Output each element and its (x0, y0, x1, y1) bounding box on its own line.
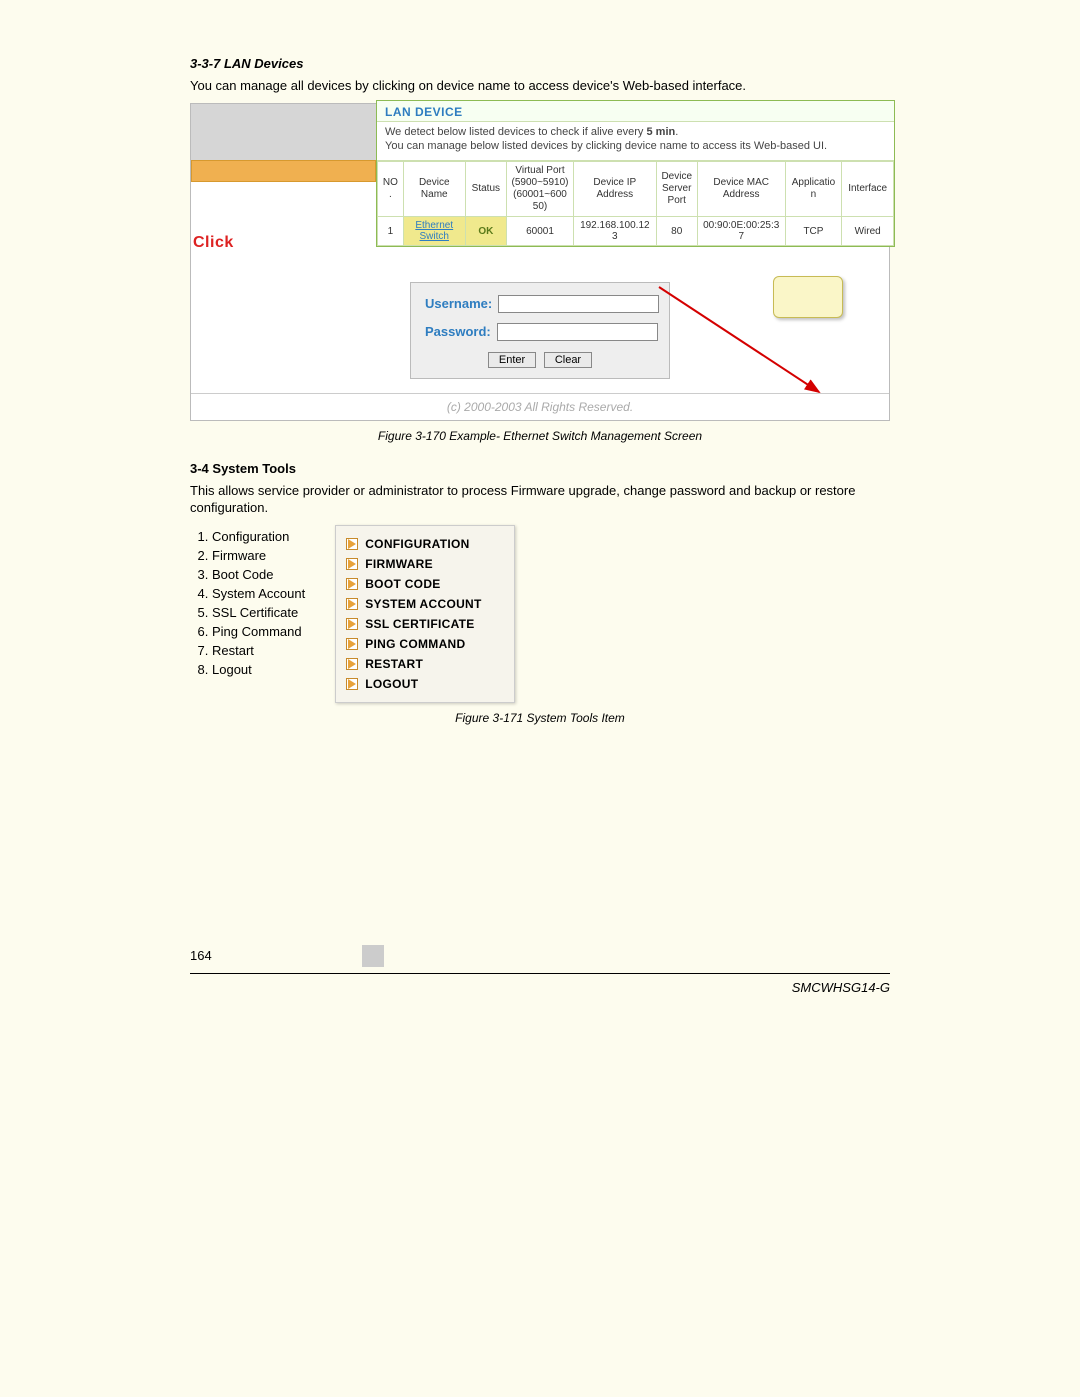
table-header-cell: Application (785, 162, 842, 217)
menu-item[interactable]: PING COMMAND (346, 634, 504, 654)
menu-item-label: RESTART (365, 657, 423, 671)
menu-item[interactable]: CONFIGURATION (346, 534, 504, 554)
menu-item-label: SSL CERTIFICATE (365, 617, 474, 631)
section-heading-system-tools: 3-4 System Tools (190, 461, 890, 476)
cell-sport: 80 (656, 217, 697, 246)
tools-numbered-list: ConfigurationFirmwareBoot CodeSystem Acc… (190, 527, 305, 679)
list-item: System Account (212, 584, 305, 603)
table-header-cell: NO. (378, 162, 404, 217)
copyright-text: (c) 2000-2003 All Rights Reserved. (191, 393, 889, 420)
table-header-row: NO.Device NameStatusVirtual Port(5900~59… (378, 162, 894, 217)
desc-part2: You can manage below listed devices by c… (385, 140, 827, 152)
table-header-cell: Interface (842, 162, 894, 217)
system-tools-menu-screenshot: CONFIGURATION FIRMWARE BOOT CODE SYSTEM ACC… (335, 525, 515, 703)
table-header-cell: Device Name (403, 162, 465, 217)
desc-bold: 5 min (646, 126, 675, 138)
system-tools-layout: ConfigurationFirmwareBoot CodeSystem Acc… (190, 525, 890, 703)
menu-item[interactable]: LOGOUT (346, 674, 504, 694)
username-input[interactable] (498, 295, 659, 313)
cell-app: TCP (785, 217, 842, 246)
page-number: 164 (190, 948, 212, 963)
menu-item[interactable]: SYSTEM ACCOUNT (346, 594, 504, 614)
triangle-icon (346, 678, 358, 690)
triangle-icon (346, 538, 358, 550)
list-item: Configuration (212, 527, 305, 546)
triangle-icon (346, 598, 358, 610)
menu-item-label: LOGOUT (365, 677, 418, 691)
table-header-cell: DeviceServerPort (656, 162, 697, 217)
screenshot-gray-banner: LAN DEVICE We detect below listed device… (191, 104, 889, 160)
login-form: Username: Password: Enter Clear (410, 282, 670, 379)
page-footer: 164 SMCWHSG14-G (190, 945, 890, 995)
yellow-callout-box (773, 276, 843, 318)
device-name-link[interactable]: Ethernet Switch (403, 217, 465, 246)
orange-selection-bar (191, 160, 376, 182)
login-area: Username: Password: Enter Clear (191, 282, 889, 393)
lan-device-table: NO.Device NameStatusVirtual Port(5900~59… (377, 161, 894, 246)
menu-item[interactable]: SSL CERTIFICATE (346, 614, 504, 634)
menu-item-label: FIRMWARE (365, 557, 433, 571)
triangle-icon (346, 658, 358, 670)
username-label: Username: (425, 296, 498, 311)
cell-mac: 00:90:0E:00:25:37 (697, 217, 785, 246)
footer-rule (190, 973, 890, 974)
cell-iface: Wired (842, 217, 894, 246)
cell-vport: 60001 (506, 217, 573, 246)
clear-button[interactable]: Clear (544, 352, 592, 368)
figure-171-caption: Figure 3-171 System Tools Item (190, 711, 890, 725)
model-identifier: SMCWHSG14-G (190, 980, 890, 995)
list-item: SSL Certificate (212, 603, 305, 622)
document-page: 3-3-7 LAN Devices You can manage all dev… (0, 0, 1080, 1075)
username-row: Username: (425, 295, 655, 313)
triangle-icon (346, 618, 358, 630)
status-cell: OK (465, 217, 506, 246)
lan-intro-text: You can manage all devices by clicking o… (190, 77, 890, 95)
list-item: Ping Command (212, 622, 305, 641)
list-item: Restart (212, 641, 305, 660)
cell-ip: 192.168.100.123 (574, 217, 657, 246)
list-item: Firmware (212, 546, 305, 565)
menu-item-label: BOOT CODE (365, 577, 440, 591)
menu-item[interactable]: BOOT CODE (346, 574, 504, 594)
desc-part1: We detect below listed devices to check … (385, 126, 646, 138)
table-row: 1 Ethernet Switch OK 60001 192.168.100.1… (378, 217, 894, 246)
menu-item-label: PING COMMAND (365, 637, 465, 651)
figure-170-caption: Figure 3-170 Example- Ethernet Switch Ma… (190, 429, 890, 443)
system-tools-intro: This allows service provider or administ… (190, 482, 890, 517)
list-item: Boot Code (212, 565, 305, 584)
triangle-icon (346, 558, 358, 570)
table-header-cell: Device IPAddress (574, 162, 657, 217)
triangle-icon (346, 578, 358, 590)
list-item: Logout (212, 660, 305, 679)
page-number-row: 164 (190, 945, 890, 967)
triangle-icon (346, 638, 358, 650)
menu-item-label: CONFIGURATION (365, 537, 469, 551)
click-annotation: Click (193, 234, 234, 252)
table-header-cell: Status (465, 162, 506, 217)
table-header-cell: Device MACAddress (697, 162, 785, 217)
enter-button[interactable]: Enter (488, 352, 536, 368)
menu-item[interactable]: FIRMWARE (346, 554, 504, 574)
login-buttons: Enter Clear (425, 351, 655, 368)
section-heading-lan-devices: 3-3-7 LAN Devices (190, 56, 890, 71)
menu-item[interactable]: RESTART (346, 654, 504, 674)
password-input[interactable] (497, 323, 658, 341)
ethernet-switch-screenshot: LAN DEVICE We detect below listed device… (190, 103, 890, 421)
password-row: Password: (425, 323, 655, 341)
lan-device-description: We detect below listed devices to check … (377, 122, 894, 162)
lan-device-panel: LAN DEVICE We detect below listed device… (376, 100, 895, 248)
table-header-cell: Virtual Port(5900~5910)(60001~60050) (506, 162, 573, 217)
password-label: Password: (425, 324, 497, 339)
lan-device-title: LAN DEVICE (377, 101, 894, 122)
cell-no: 1 (378, 217, 404, 246)
menu-item-label: SYSTEM ACCOUNT (365, 597, 481, 611)
gray-square-marker (362, 945, 384, 967)
